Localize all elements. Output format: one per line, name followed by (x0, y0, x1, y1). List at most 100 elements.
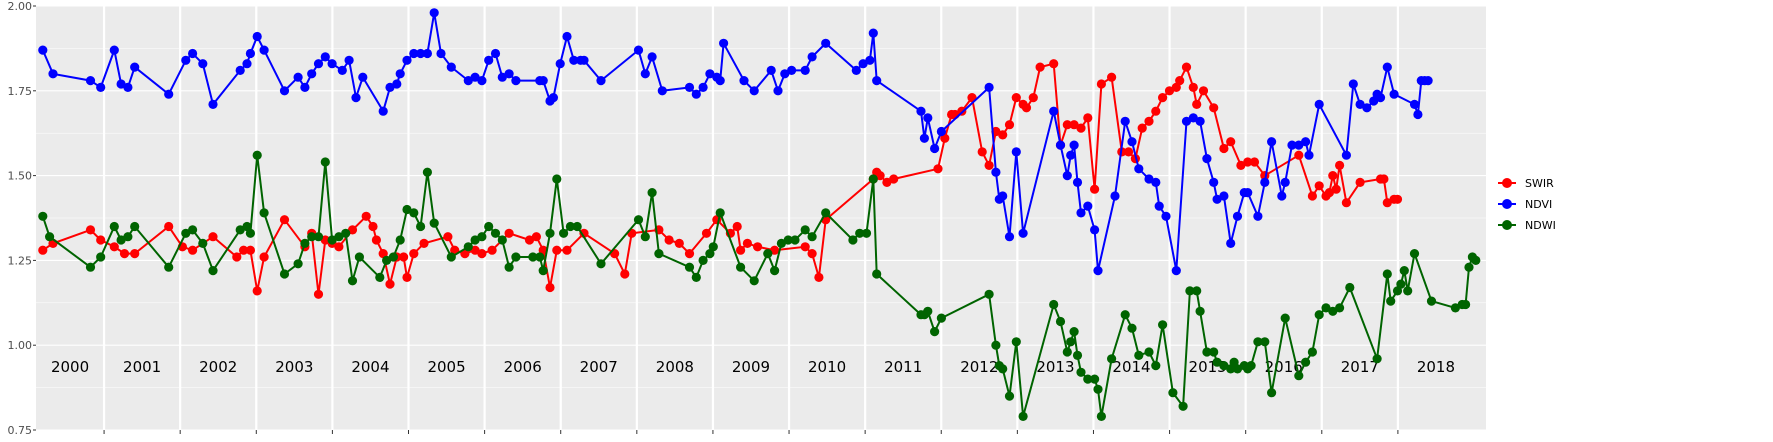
data-point-ndvi (130, 62, 140, 72)
data-point-ndwi (164, 262, 174, 272)
data-point-swir (1083, 113, 1093, 123)
data-point-ndwi (1301, 357, 1311, 367)
data-point-swir (419, 238, 429, 248)
data-point-swir (259, 252, 269, 262)
data-point-ndvi (1181, 116, 1192, 126)
data-point-ndwi (1471, 255, 1481, 265)
data-point-ndvi (48, 69, 58, 79)
data-point-ndvi (395, 69, 405, 79)
data-point-ndvi (1093, 266, 1103, 276)
year-label: 2008 (656, 358, 694, 376)
data-point-ndwi (395, 235, 405, 245)
legend-key-point (1502, 178, 1512, 188)
data-point-ndwi (85, 262, 96, 272)
data-point-ndvi (555, 59, 565, 69)
year-label: 2004 (351, 358, 389, 376)
data-point-ndvi (422, 48, 432, 59)
data-point-ndwi (1151, 361, 1161, 371)
data-point-ndwi (800, 225, 810, 235)
data-point-ndwi (198, 238, 208, 248)
data-point-ndvi (1243, 188, 1253, 198)
year-label: 2005 (427, 358, 465, 376)
data-point-ndwi (490, 228, 501, 238)
data-point-ndvi (1212, 194, 1222, 204)
data-point-swir (1035, 62, 1045, 72)
data-point-swir (371, 235, 381, 245)
data-point-swir (208, 232, 218, 242)
data-point-swir (579, 228, 589, 238)
data-point-ndvi (705, 69, 715, 79)
y-tick-label: 0.75 (8, 424, 33, 437)
data-point-ndvi (429, 8, 439, 18)
data-point-swir (409, 249, 419, 259)
y-tick-label: 1.25 (8, 254, 33, 267)
data-point-ndvi (1055, 140, 1066, 150)
data-point-ndwi (930, 327, 940, 337)
data-point-ndwi (1076, 367, 1086, 377)
data-point-ndwi (783, 235, 793, 245)
x-axis-ticks (103, 430, 1399, 434)
data-point-ndwi (640, 232, 650, 242)
data-point-ndwi (259, 208, 269, 218)
data-point-ndvi (579, 55, 589, 65)
data-point-swir (1011, 93, 1021, 103)
data-point-ndvi (1195, 116, 1205, 126)
data-point-swir (1249, 157, 1260, 167)
data-point-ndwi (181, 228, 191, 238)
data-point-ndvi (1369, 96, 1379, 106)
data-point-ndvi (1090, 225, 1100, 235)
data-point-ndwi (1294, 371, 1304, 381)
data-point-ndwi (1386, 296, 1396, 306)
grid-layer (36, 5, 1486, 431)
data-point-ndwi (654, 249, 664, 259)
data-point-ndvi (85, 76, 96, 86)
data-point-ndvi (569, 55, 579, 65)
data-point-ndvi (998, 191, 1008, 201)
data-point-swir (361, 211, 371, 221)
data-point-ndvi (1011, 147, 1021, 157)
y-tick-label: 1.00 (8, 339, 33, 352)
data-point-swir (1144, 116, 1154, 126)
data-point-ndwi (698, 255, 708, 265)
data-point-ndwi (1219, 361, 1229, 371)
data-point-ndvi (385, 82, 395, 92)
data-point-swir (1392, 194, 1403, 204)
data-point-swir (1294, 150, 1304, 160)
data-point-swir (1314, 181, 1324, 191)
data-point-ndvi (344, 55, 354, 65)
data-point-swir (1226, 137, 1236, 147)
data-point-swir (742, 238, 753, 248)
data-point-ndwi (497, 235, 507, 245)
data-point-ndvi (416, 48, 426, 59)
data-point-ndwi (984, 289, 994, 299)
year-label: 2016 (1265, 358, 1303, 376)
data-point-swir (552, 245, 562, 255)
data-point-ndvi (402, 55, 412, 65)
data-point-swir (164, 221, 174, 232)
data-point-ndvi (337, 65, 347, 75)
data-point-swir (1028, 93, 1038, 103)
data-point-swir (1124, 147, 1134, 157)
data-point-ndvi (749, 86, 759, 96)
data-point-ndwi (1253, 337, 1263, 347)
data-point-ndwi (341, 228, 351, 238)
data-point-ndvi (1413, 109, 1423, 120)
data-point-ndvi (780, 69, 790, 79)
data-point-ndwi (1396, 279, 1406, 289)
data-point-swir (399, 252, 409, 262)
data-point-ndvi (691, 89, 701, 99)
data-point-swir (736, 245, 746, 255)
data-point-ndwi (861, 228, 872, 238)
data-point-swir (85, 225, 96, 235)
data-point-ndwi (422, 167, 432, 177)
year-label: 2012 (960, 358, 998, 376)
data-point-ndwi (572, 221, 582, 232)
data-point-ndwi (1120, 310, 1130, 320)
data-point-ndvi (116, 79, 126, 89)
data-point-swir (1181, 62, 1192, 72)
data-point-ndvi (1277, 191, 1287, 201)
data-point-swir (1324, 188, 1334, 198)
data-point-ndvi (1202, 154, 1212, 164)
data-point-swir (119, 249, 130, 259)
data-point-ndwi (109, 221, 119, 232)
